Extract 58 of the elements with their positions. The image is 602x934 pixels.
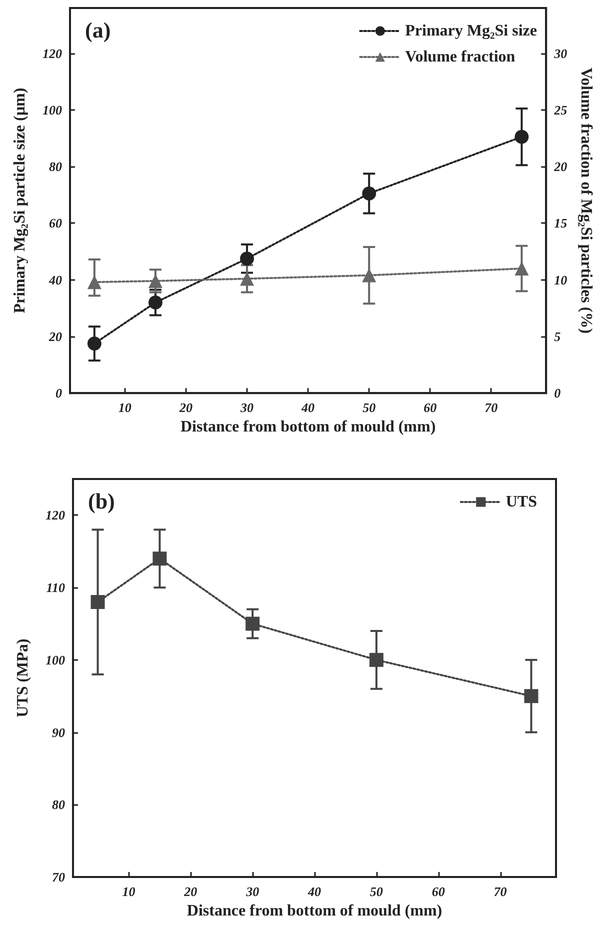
point — [148, 274, 162, 288]
y2-tick-label: 25 — [553, 102, 568, 118]
point — [246, 616, 260, 631]
chart-title: (a) — [85, 18, 111, 42]
legend-label: Volume fraction — [405, 48, 516, 66]
x-tick-label: 70 — [494, 884, 508, 899]
y-axis-title: Primary Mg₂Si particle size (µm) — [12, 88, 28, 314]
x-tick-label: 40 — [300, 400, 316, 416]
y2-tick-label: 0 — [554, 386, 562, 401]
y2-tick-label: 20 — [553, 159, 568, 174]
point — [152, 552, 167, 566]
y-tick-label: 100 — [42, 102, 62, 118]
x-axis-title: Distance from bottom of mould (mm) — [186, 902, 442, 920]
y2-tick-label: 5 — [554, 328, 562, 344]
y-tick-label: 80 — [49, 159, 62, 174]
x-tick-label: 50 — [370, 884, 384, 899]
y2-axis-title: Volume fraction of Mg₂Si particles (%) — [578, 68, 594, 334]
y-tick-label: 120 — [46, 508, 66, 523]
y2-tick-label: 15 — [554, 216, 568, 231]
y-tick-label: 110 — [46, 580, 66, 596]
point — [240, 252, 254, 266]
y-axis-title: UTS (MPa) — [14, 638, 32, 718]
y2-tick-label: 30 — [553, 46, 568, 61]
y-tick-label: 20 — [48, 328, 62, 344]
y-tick-label: 0 — [56, 386, 62, 401]
x-axis-title: Distance from bottom of mould (mm) — [180, 418, 436, 436]
x-tick-label: 40 — [307, 884, 322, 899]
x-tick-label: 10 — [118, 400, 132, 416]
x-tick-label: 60 — [424, 400, 438, 416]
point — [148, 295, 162, 310]
x-tick-label: 20 — [183, 884, 198, 899]
y-tick-label: 80 — [52, 797, 66, 812]
point — [514, 130, 529, 144]
point — [90, 595, 105, 610]
x-tick-label: 30 — [240, 400, 254, 416]
point — [362, 268, 376, 282]
y-tick-label: 120 — [42, 46, 62, 61]
y-tick-label: 90 — [52, 724, 66, 740]
y2-tick-label: 10 — [554, 272, 568, 288]
point — [514, 262, 529, 276]
x-tick-label: 30 — [245, 884, 260, 899]
x-tick-label: 20 — [178, 400, 193, 416]
legend-label: Primary Mg₂Si size — [405, 22, 538, 40]
point — [362, 186, 376, 200]
chart-title: (b) — [88, 488, 115, 514]
y-tick-label: 70 — [52, 870, 66, 884]
x-tick-label: 60 — [432, 884, 446, 899]
point — [524, 689, 538, 704]
legend-label: UTS — [506, 494, 538, 510]
point — [87, 336, 102, 351]
x-tick-label: 50 — [362, 400, 376, 416]
point — [369, 652, 384, 667]
x-tick-label: 10 — [122, 884, 136, 899]
y-tick-label: 40 — [48, 272, 62, 288]
x-tick-label: 70 — [484, 400, 498, 416]
point — [87, 275, 102, 290]
y-tick-label: 100 — [46, 652, 66, 668]
y-tick-label: 60 — [49, 216, 62, 231]
